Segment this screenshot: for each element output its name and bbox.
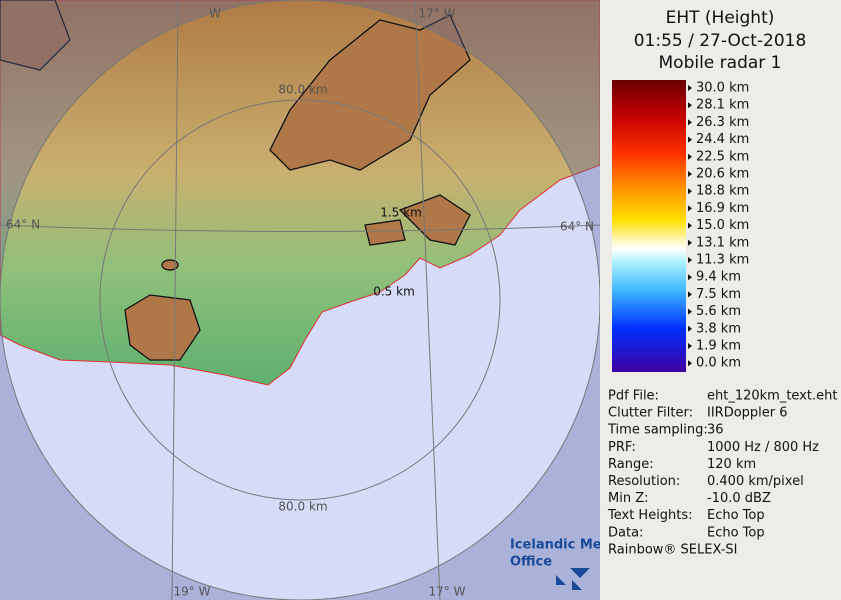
- scale-label: 15.0 km: [696, 218, 749, 233]
- scale-tick: [688, 343, 692, 349]
- logo-text: Office: [510, 555, 552, 570]
- scale-tick: [688, 257, 692, 263]
- info-key: Pdf File:: [608, 389, 659, 404]
- ring-label: 80.0 km: [278, 500, 327, 514]
- scale-label: 9.4 km: [696, 270, 741, 285]
- scale-tick: [688, 222, 692, 229]
- scale-label: 1.9 km: [696, 339, 741, 354]
- logo-text: Icelandic Met: [510, 538, 608, 553]
- info-key: Time sampling:: [607, 423, 708, 438]
- scale-tick: [688, 308, 692, 315]
- scale-tick: [688, 325, 692, 332]
- scale-label: 11.3 km: [696, 253, 749, 268]
- info-key: Clutter Filter:: [608, 406, 693, 421]
- scale-label: 0.0 km: [696, 356, 741, 371]
- scale-label: 20.6 km: [696, 167, 749, 182]
- info-key: Min Z:: [608, 491, 649, 506]
- panel-title: 01:55 / 27-Oct-2018: [634, 31, 807, 51]
- height-label: 0.5 km: [373, 285, 415, 299]
- scale-label: 16.9 km: [696, 201, 749, 216]
- scale-tick: [688, 360, 692, 367]
- scale-label: 24.4 km: [696, 132, 749, 147]
- scale-label: 3.8 km: [696, 321, 741, 336]
- scale-label: 18.8 km: [696, 184, 749, 199]
- lon-label: 17° W: [429, 585, 466, 599]
- info-key: Text Heights:: [607, 508, 693, 523]
- scale-tick: [688, 274, 692, 281]
- scale-tick: [688, 171, 692, 177]
- ring-label: 80.0 km: [278, 83, 327, 97]
- info-key: PRF:: [608, 440, 636, 455]
- land: [0, 0, 601, 386]
- scale-tick: [688, 85, 692, 91]
- logo-mark: [556, 568, 590, 590]
- info-value: IIRDoppler 6: [707, 406, 788, 421]
- scale-tick: [688, 102, 692, 109]
- panel-title: EHT (Height): [666, 8, 775, 28]
- info-value: 0.400 km/pixel: [707, 474, 804, 489]
- info-value: 36: [707, 423, 724, 438]
- info-value: eht_120km_text.eht: [707, 389, 837, 404]
- info-value: Echo Top: [707, 525, 765, 540]
- scale-tick: [688, 153, 692, 160]
- height-label: 1.5 km: [380, 206, 422, 220]
- glaciers: [0, 0, 471, 361]
- lon-label: 19° W: [174, 585, 211, 599]
- scale-label: 30.0 km: [696, 81, 749, 96]
- lon-label: W: [209, 7, 221, 21]
- scale-label: 28.1 km: [696, 98, 749, 113]
- scale-tick: [688, 136, 692, 143]
- scale-tick: [688, 205, 692, 212]
- info-value: -10.0 dBZ: [707, 491, 771, 506]
- scale-tick: [688, 188, 692, 195]
- info-key: Resolution:: [608, 474, 680, 489]
- scale-tick: [688, 119, 692, 126]
- panel-title: Mobile radar 1: [659, 53, 782, 73]
- scale-tick: [688, 291, 692, 298]
- scale-label: 7.5 km: [696, 287, 741, 302]
- lon-label: 17° W: [419, 7, 456, 21]
- scale-label: 5.6 km: [696, 304, 741, 319]
- scale-label: 26.3 km: [696, 115, 749, 130]
- colorbar: [612, 80, 686, 372]
- info-value: 120 km: [707, 457, 756, 472]
- scale-label: 22.5 km: [696, 149, 749, 164]
- range-mask: [0, 0, 600, 600]
- info-value: Echo Top: [707, 508, 765, 523]
- scale-label: 13.1 km: [696, 235, 749, 250]
- footer: Rainbow® SELEX-SI: [608, 543, 738, 558]
- lat-label: 64° N: [560, 220, 594, 234]
- lat-label: 64° N: [6, 218, 40, 232]
- scale-tick: [688, 239, 692, 246]
- info-value: 1000 Hz / 800 Hz: [707, 440, 819, 455]
- info-key: Range:: [608, 457, 654, 472]
- info-key: Data:: [608, 525, 643, 540]
